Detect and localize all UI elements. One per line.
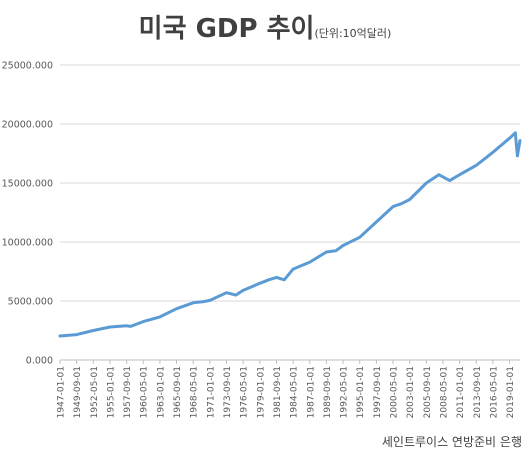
x-tick-label: 1952-05-01 [90,366,100,418]
y-tick-label: 20000.000 [2,120,53,131]
x-tick-label: 2008-05-01 [439,366,449,418]
x-tick-label: 2003-01-01 [406,366,416,418]
x-tick-label: 1965-09-01 [173,366,183,418]
x-tick-label: 2019-01-01 [506,366,516,418]
x-tick-label: 1997-09-01 [373,366,383,418]
x-tick-label: 1995-01-01 [356,366,366,418]
chart-unit-label: (단위:10억달러) [314,27,392,40]
x-tick-label: 1957-09-01 [123,366,133,418]
y-tick-label: 5000.000 [8,297,53,308]
chart-title: 미국 GDP 추이 [138,14,315,44]
x-tick-label: 1987-01-01 [306,366,316,418]
x-tick-label: 2016-05-01 [489,366,499,418]
x-tick-label: 1979-01-01 [256,366,266,418]
chart-title-block: 미국 GDP 추이(단위:10억달러) [0,8,530,45]
x-tick-label: 2000-05-01 [390,366,400,418]
y-tick-label: 0.000 [26,356,53,367]
x-tick-label: 1981-09-01 [273,366,283,418]
x-tick-label: 2013-09-01 [473,366,483,418]
y-tick-label: 10000.000 [2,238,53,249]
x-tick-label: 1984-05-01 [290,366,300,418]
x-tick-label: 2011-01-01 [456,366,466,418]
x-tick-label: 1971-01-01 [206,366,216,418]
x-tick-label: 1968-05-01 [190,366,200,418]
x-tick-label: 1989-09-01 [323,366,333,418]
gdp-series-line [58,131,522,338]
x-tick-label: 1992-05-01 [340,366,350,418]
x-tick-label: 2005-09-01 [423,366,433,418]
x-tick-label: 1963-01-01 [156,366,166,418]
y-tick-label: 15000.000 [2,179,53,190]
x-tick-label: 1976-05-01 [240,366,250,418]
y-tick-label: 25000.000 [2,61,53,72]
source-label: 세인트루이스 연방준비 은행 [381,435,522,449]
x-tick-label: 1949-09-01 [73,366,83,418]
x-tick-label: 1955-01-01 [106,366,116,418]
x-tick-label: 1960-05-01 [140,366,150,418]
x-tick-label: 1947-01-01 [57,366,67,418]
x-tick-label: 1973-09-01 [223,366,233,418]
